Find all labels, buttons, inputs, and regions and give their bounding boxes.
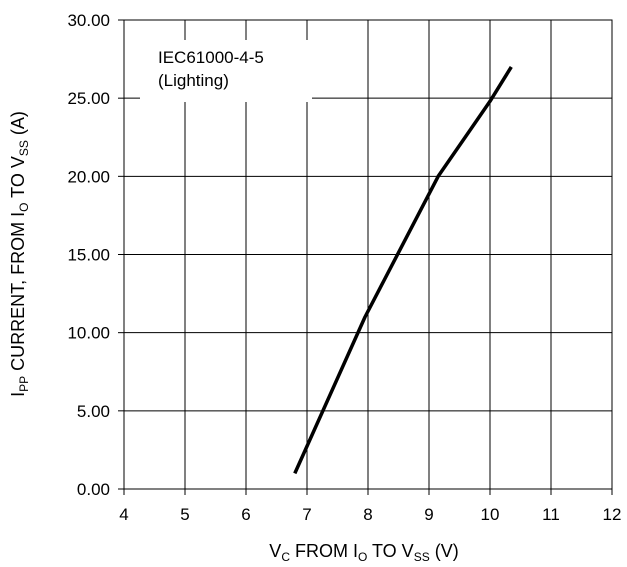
y-tick-label: 30.00 [67,11,110,30]
y-tick-label: 25.00 [67,89,110,108]
y-axis-title: IPP CURRENT, FROM IO TO VSS (A) [8,111,31,397]
series-layer [293,65,513,475]
y-tick-label: 0.00 [77,480,110,499]
axes [118,19,613,495]
x-tick-label: 9 [424,505,433,524]
y-tick-label: 10.00 [67,324,110,343]
annotation: IEC61000-4-5 (Lighting) [140,40,312,102]
tick-labels: 0.00 5.00 10.00 15.00 20.00 25.00 30.00 4 5 6 7 8 9 1… [67,11,621,524]
x-tick-label: 4 [119,505,128,524]
annotation-box [140,40,312,102]
x-tick-label: 5 [180,505,189,524]
x-tick-label: 11 [542,505,560,524]
y-tick-label: 15.00 [67,246,110,265]
y-tick-label: 5.00 [77,402,110,421]
x-tick-label: 8 [363,505,372,524]
x-tick-label: 10 [481,505,500,524]
series-line [293,65,513,475]
annotation-line-2: (Lighting) [158,71,229,90]
x-axis-title: VC FROM IO TO VSS (V) [269,541,458,564]
plot-frame [123,19,613,490]
annotation-line-1: IEC61000-4-5 [158,48,264,67]
x-tick-label: 6 [241,505,250,524]
y-tick-label: 20.00 [67,167,110,186]
x-tick-label: 12 [603,505,622,524]
x-tick-label: 7 [302,505,311,524]
